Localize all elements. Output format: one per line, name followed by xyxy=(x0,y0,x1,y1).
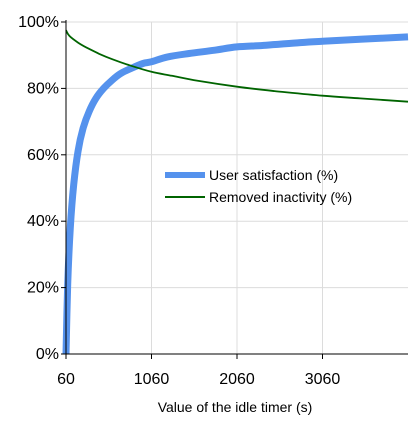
x-tick-label: 2060 xyxy=(219,371,255,388)
y-tick-label: 100% xyxy=(18,14,59,31)
legend: User satisfaction (%) Removed inactivity… xyxy=(165,167,352,205)
legend-label-removed-inactivity: Removed inactivity (%) xyxy=(209,189,352,205)
y-tick-label: 0% xyxy=(36,346,59,363)
x-tick-label: 1060 xyxy=(134,371,170,388)
x-tick-label: 3060 xyxy=(305,371,341,388)
y-tick-label: 60% xyxy=(27,147,59,164)
x-axis-title: Value of the idle timer (s) xyxy=(158,399,313,415)
x-tick-label: 60 xyxy=(57,371,75,388)
y-tick-label: 80% xyxy=(27,80,59,97)
y-tick-label: 20% xyxy=(27,280,59,297)
y-tick-label: 40% xyxy=(27,213,59,230)
legend-label-user-satisfaction: User satisfaction (%) xyxy=(209,167,338,183)
